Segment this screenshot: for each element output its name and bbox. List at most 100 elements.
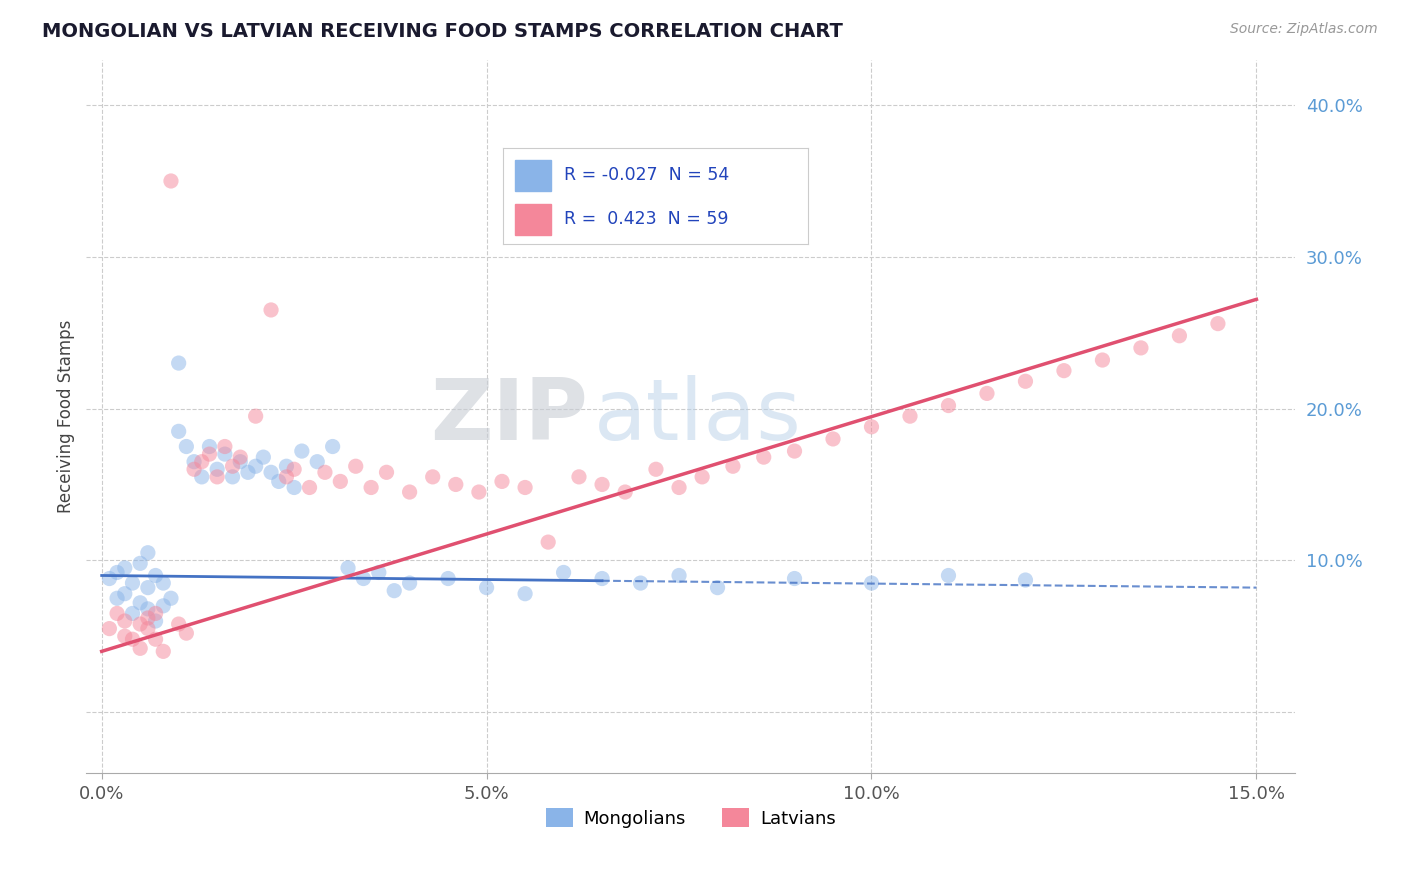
Point	[260, 302, 283, 317]
Point	[398, 485, 420, 500]
Point	[513, 481, 536, 495]
Text: atlas: atlas	[593, 375, 801, 458]
Point	[183, 455, 205, 469]
Point	[145, 607, 167, 621]
Point	[167, 425, 190, 439]
Point	[1129, 341, 1152, 355]
Point	[129, 596, 152, 610]
Point	[236, 465, 259, 479]
Point	[136, 611, 159, 625]
Point	[444, 477, 467, 491]
Point	[129, 557, 152, 571]
Point	[136, 622, 159, 636]
Point	[668, 481, 690, 495]
Legend: Mongolians, Latvians: Mongolians, Latvians	[538, 801, 842, 835]
FancyBboxPatch shape	[515, 160, 551, 191]
Point	[136, 546, 159, 560]
Point	[513, 587, 536, 601]
Point	[860, 419, 883, 434]
Point	[229, 455, 252, 469]
Point	[352, 572, 374, 586]
Point	[121, 607, 143, 621]
Point	[537, 535, 560, 549]
Point	[475, 581, 498, 595]
Point	[344, 459, 367, 474]
Point	[360, 481, 382, 495]
Point	[568, 470, 591, 484]
Point	[160, 591, 183, 606]
FancyBboxPatch shape	[515, 204, 551, 235]
Point	[176, 440, 198, 454]
Point	[690, 470, 713, 484]
Point	[283, 462, 305, 476]
Point	[114, 561, 136, 575]
Point	[976, 386, 998, 401]
Point	[191, 455, 214, 469]
Point	[267, 475, 290, 489]
Point	[375, 465, 398, 479]
Point	[136, 581, 159, 595]
Point	[229, 450, 252, 464]
Point	[1206, 317, 1229, 331]
Point	[591, 572, 613, 586]
Point	[152, 644, 174, 658]
Point	[205, 470, 228, 484]
Point	[260, 465, 283, 479]
Point	[98, 572, 121, 586]
Point	[98, 622, 121, 636]
Point	[314, 465, 336, 479]
Point	[152, 576, 174, 591]
Point	[1168, 328, 1191, 343]
Point	[183, 462, 205, 476]
Point	[105, 607, 128, 621]
Point	[145, 632, 167, 647]
Y-axis label: Receiving Food Stamps: Receiving Food Stamps	[58, 319, 75, 513]
Point	[1053, 364, 1076, 378]
Point	[276, 470, 298, 484]
Point	[337, 561, 360, 575]
Point	[214, 440, 236, 454]
Point	[422, 470, 444, 484]
Point	[721, 459, 744, 474]
Point	[468, 485, 491, 500]
Point	[136, 602, 159, 616]
Point	[105, 591, 128, 606]
Point	[630, 576, 652, 591]
Point	[198, 440, 221, 454]
Point	[276, 459, 298, 474]
Point	[114, 587, 136, 601]
Point	[252, 450, 274, 464]
Point	[167, 356, 190, 370]
Point	[437, 572, 460, 586]
Point	[382, 583, 405, 598]
Point	[214, 447, 236, 461]
Point	[706, 581, 728, 595]
Point	[938, 399, 960, 413]
Point	[121, 576, 143, 591]
Point	[821, 432, 844, 446]
Point	[129, 617, 152, 632]
Text: R =  0.423  N = 59: R = 0.423 N = 59	[564, 211, 728, 228]
Point	[114, 629, 136, 643]
Point	[176, 626, 198, 640]
Point	[1014, 374, 1036, 388]
Point	[198, 447, 221, 461]
Point	[322, 440, 344, 454]
Point	[1091, 353, 1114, 368]
Point	[752, 450, 775, 464]
Point	[307, 455, 329, 469]
Point	[1014, 573, 1036, 587]
Point	[668, 568, 690, 582]
Point	[191, 470, 214, 484]
Point	[105, 566, 128, 580]
Point	[167, 617, 190, 632]
Point	[783, 572, 806, 586]
Point	[591, 477, 613, 491]
Point	[221, 470, 243, 484]
Point	[860, 576, 883, 591]
Point	[114, 614, 136, 628]
Point	[329, 475, 352, 489]
Point	[398, 576, 420, 591]
Point	[783, 444, 806, 458]
Text: R = -0.027  N = 54: R = -0.027 N = 54	[564, 166, 728, 184]
